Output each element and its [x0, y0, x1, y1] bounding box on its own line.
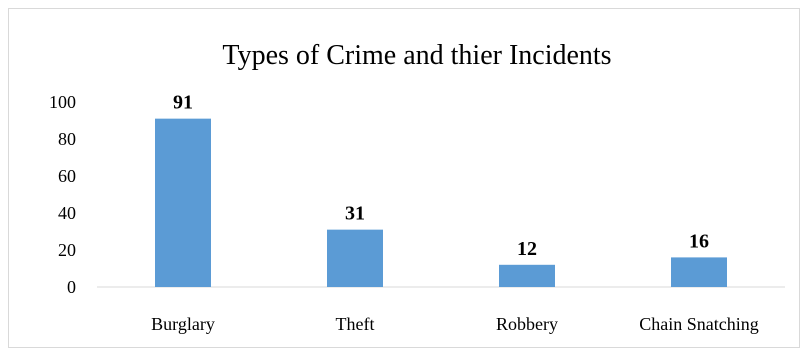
bar-chart: Types of Crime and thier Incidents 0 20 40…	[49, 40, 785, 334]
bar	[499, 264, 555, 287]
x-category-label: Theft	[336, 314, 375, 334]
bar-value-label: 31	[345, 203, 365, 225]
value-labels: 91 31 12 16	[173, 92, 709, 260]
x-category-label: Robbery	[496, 314, 558, 334]
y-tick-label: 0	[67, 277, 76, 297]
bar-value-label: 91	[173, 92, 193, 114]
y-tick-label: 40	[58, 203, 76, 223]
chart-title: Types of Crime and thier Incidents	[222, 40, 611, 71]
y-tick-label: 80	[58, 129, 76, 149]
bar	[671, 257, 727, 287]
bar	[155, 118, 211, 288]
bar-value-label: 16	[689, 230, 709, 252]
x-category-label: Chain Snatching	[639, 314, 759, 334]
y-tick-label: 100	[49, 92, 76, 112]
bar-value-label: 12	[517, 238, 537, 260]
y-tick-label: 60	[58, 166, 76, 186]
chart-frame: Types of Crime and thier Incidents 0 20 40…	[8, 8, 800, 348]
category-labels: Burglary Theft Robbery Chain Snatching	[151, 314, 759, 334]
bars	[155, 118, 727, 288]
x-category-label: Burglary	[151, 314, 215, 334]
bar	[327, 229, 383, 287]
y-axis-ticks: 0 20 40 60 80 100	[49, 92, 76, 297]
y-tick-label: 20	[58, 240, 76, 260]
